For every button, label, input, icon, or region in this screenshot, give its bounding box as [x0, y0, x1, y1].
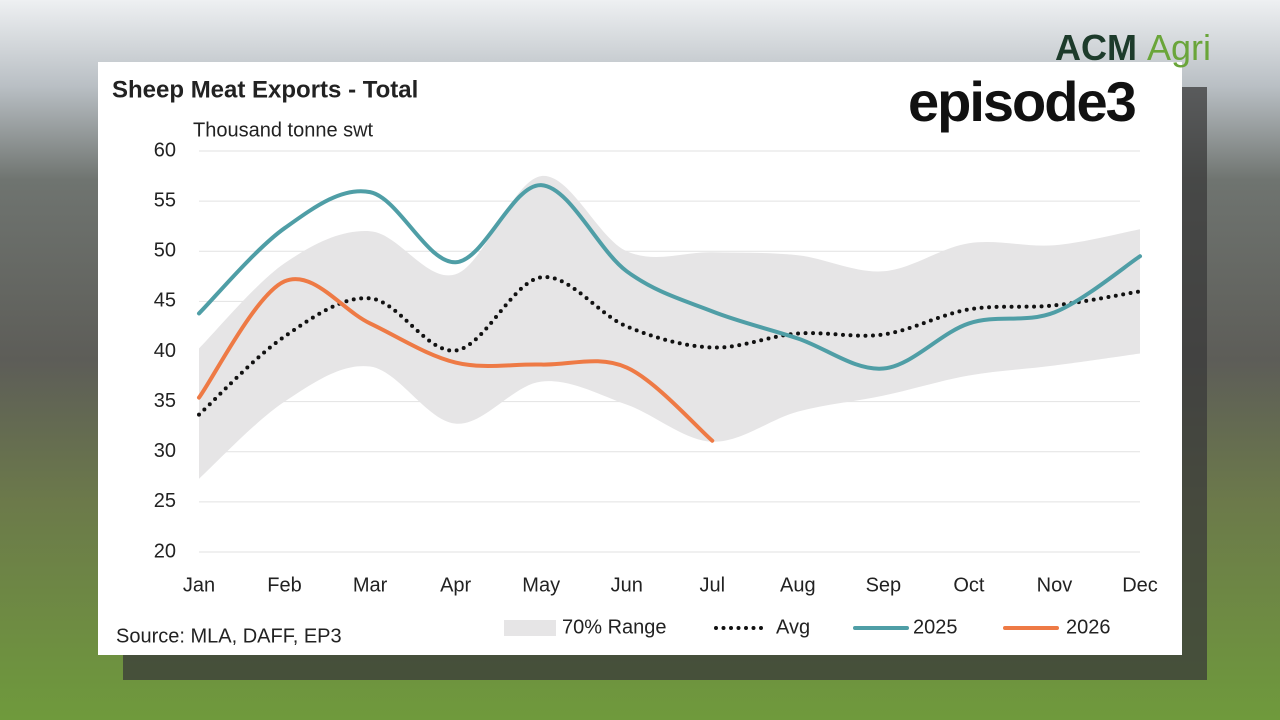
y-tick-label: 25 [154, 490, 176, 512]
x-tick-label: Feb [267, 574, 301, 596]
x-tick-label: Oct [953, 574, 985, 596]
x-tick-label: Mar [353, 574, 388, 596]
y-tick-label: 60 [154, 139, 176, 161]
y-tick-label: 30 [154, 440, 176, 462]
x-tick-label: Apr [440, 574, 471, 596]
x-tick-label: Jun [611, 574, 643, 596]
legend-swatch [504, 620, 556, 636]
y-tick-label: 50 [154, 240, 176, 262]
series-line [197, 275, 1142, 417]
range-band [199, 175, 1140, 479]
y-axis-label: Thousand tonne swt [193, 119, 374, 141]
source: Source: MLA, DAFF, EP3 [116, 625, 342, 647]
y-tick-label: 45 [154, 290, 176, 312]
y-tick-label: 55 [154, 189, 176, 211]
x-tick-label: Sep [866, 574, 902, 596]
y-tick-label: 20 [154, 540, 176, 562]
chart-title: Sheep Meat Exports - Total [112, 76, 418, 103]
x-tick-label: Aug [780, 574, 816, 596]
series-line [197, 277, 715, 443]
x-tick-label: May [522, 574, 560, 596]
x-tick-label: Nov [1037, 574, 1073, 596]
legend-label: 2025 [913, 616, 958, 638]
logo: ACM Agri [1055, 27, 1211, 68]
legend-label: 70% Range [562, 616, 667, 638]
legend-label: 2026 [1066, 616, 1111, 638]
y-tick-label: 40 [154, 340, 176, 362]
y-tick-label: 35 [154, 390, 176, 412]
x-tick-label: Jul [699, 574, 725, 596]
series-line [197, 183, 1142, 371]
show-name: episode3 [908, 70, 1136, 133]
x-tick-label: Dec [1122, 574, 1158, 596]
x-tick-label: Jan [183, 574, 215, 596]
legend-label: Avg [776, 616, 810, 638]
